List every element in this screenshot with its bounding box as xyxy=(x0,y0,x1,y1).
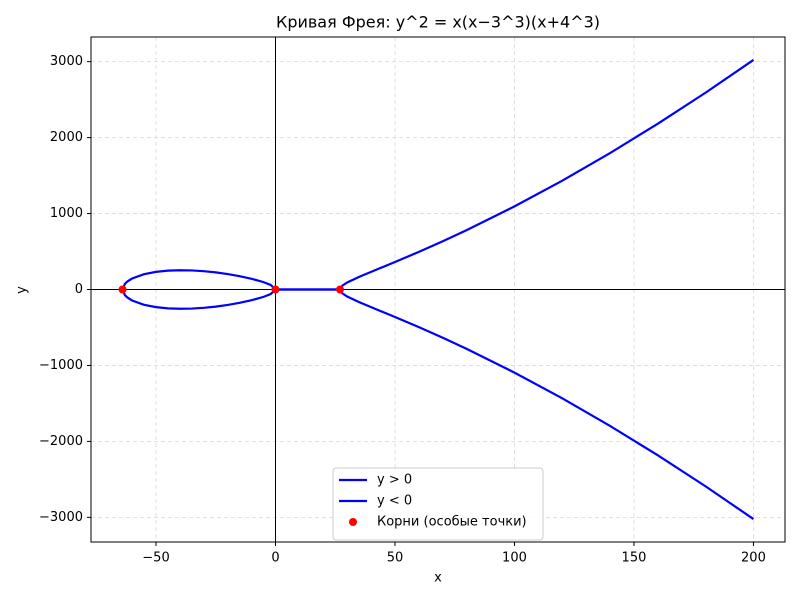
y-tick-label: −1000 xyxy=(39,358,83,373)
x-axis-label: x xyxy=(434,571,442,586)
x-tick-label: 100 xyxy=(502,551,527,566)
x-tick-label: 0 xyxy=(271,551,279,566)
legend-key xyxy=(349,518,357,526)
y-tick-label: −2000 xyxy=(39,434,83,449)
legend-label: y > 0 xyxy=(377,473,412,488)
x-tick-label: −50 xyxy=(142,551,169,566)
x-tick-label: 200 xyxy=(741,551,766,566)
y-tick-label: 2000 xyxy=(50,130,83,145)
y-tick-label: 0 xyxy=(75,282,83,297)
series-line xyxy=(121,288,755,520)
y-tick-label: −3000 xyxy=(39,510,83,525)
legend-label: y < 0 xyxy=(377,494,412,509)
legend-box xyxy=(332,467,544,541)
x-tick-label: 50 xyxy=(387,551,404,566)
root-point xyxy=(336,285,345,294)
series-line xyxy=(121,59,755,291)
y-tick-label: 3000 xyxy=(50,54,83,69)
legend-label: Корни (особые точки) xyxy=(377,515,527,530)
y-axis-label: y xyxy=(15,286,30,294)
y-tick-label: 1000 xyxy=(50,206,83,221)
plot-frame xyxy=(90,36,786,543)
root-point xyxy=(271,285,280,294)
x-tick-label: 150 xyxy=(622,551,647,566)
root-point xyxy=(118,285,127,294)
chart-title: Кривая Фрея: y^2 = x(x−3^3)(x+4^3) xyxy=(276,13,600,32)
